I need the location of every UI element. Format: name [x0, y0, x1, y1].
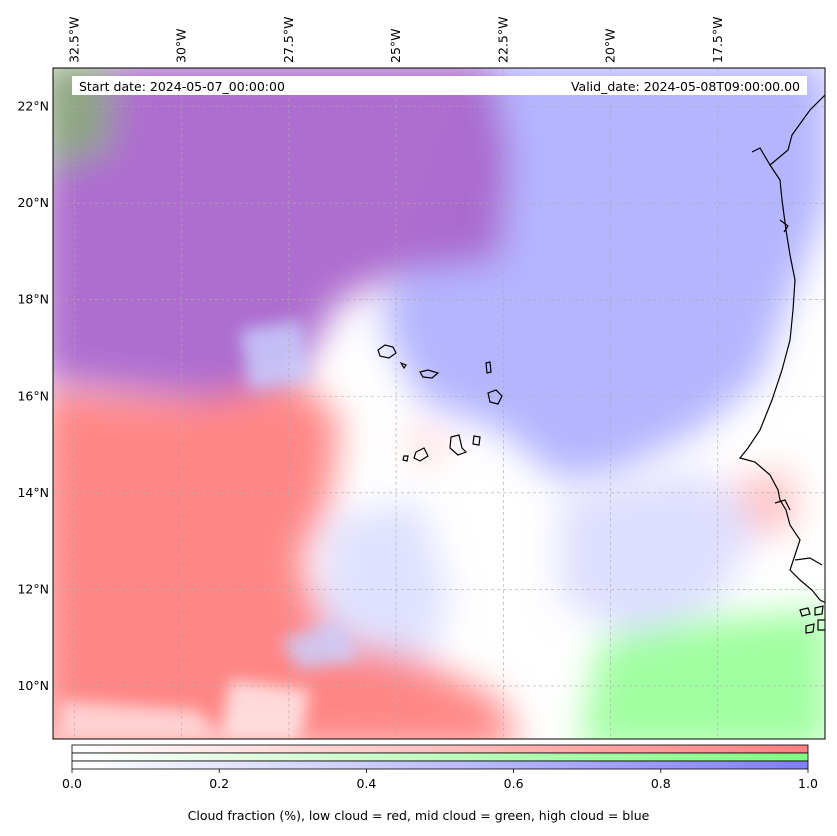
latitude-tick-label: 20°N — [17, 195, 49, 210]
colorbar-low-cloud — [71, 744, 809, 754]
colorbar-tick-label: 0.4 — [356, 776, 376, 791]
longitude-tick-label: 32.5°W — [66, 17, 81, 63]
island-cape-verde — [449, 434, 468, 456]
mid-cloud-region — [582, 610, 825, 739]
island-bijagos — [799, 607, 811, 617]
latitude-labels: 22°N 20°N 18°N 16°N 14°N 12°N 10°N — [17, 99, 49, 693]
island-bijagos — [814, 605, 824, 616]
high-cloud-region — [560, 470, 760, 640]
map-frame — [52, 67, 826, 740]
low-cloud-region — [53, 380, 516, 739]
colorbar-mid-cloud — [71, 752, 809, 762]
latitude-tick-label: 18°N — [17, 292, 49, 307]
gridlines — [53, 68, 825, 739]
overlap-cloud-region — [53, 68, 510, 400]
latitude-tick-label: 16°N — [17, 388, 49, 403]
longitude-labels: 32.5°W 30°W 27.5°W 25°W 22.5°W 20°W 17.5°W — [66, 17, 724, 63]
longitude-tick-label: 30°W — [174, 28, 189, 63]
latitude-tick-label: 14°N — [17, 485, 49, 500]
island-cape-verde — [402, 455, 409, 462]
island-cape-verde — [472, 435, 481, 446]
colorbar-caption: Cloud fraction (%), low cloud = red, mid… — [187, 808, 650, 823]
latitude-tick-label: 12°N — [17, 581, 49, 596]
africa-coastline-north — [751, 147, 771, 166]
longitude-tick-label: 20°W — [603, 28, 618, 63]
low-cloud-region — [410, 430, 450, 460]
island-bijagos — [805, 623, 815, 634]
longitude-tick-label: 17.5°W — [710, 17, 725, 63]
island-cape-verde — [377, 344, 397, 359]
latitude-tick-label: 10°N — [17, 678, 49, 693]
coast-bays — [794, 557, 823, 566]
colorbar-tick-label: 0.0 — [62, 776, 82, 791]
coast-bays — [779, 219, 789, 233]
cloud-field — [53, 68, 825, 739]
island-cape-verde — [487, 389, 503, 405]
coast-bays — [774, 499, 791, 511]
latitude-tick-label: 22°N — [17, 99, 49, 114]
low-cloud-region — [730, 470, 800, 540]
colorbar-tick-label: 0.2 — [209, 776, 229, 791]
longitude-tick-label: 22.5°W — [495, 17, 510, 63]
island-cape-verde — [419, 369, 440, 379]
colorbar-tick-label: 0.6 — [504, 776, 524, 791]
start-date-label: Start date: 2024-05-07_00:00:00 — [79, 79, 285, 94]
island-cape-verde — [485, 361, 492, 374]
colorbar: 0.0 0.2 0.4 0.6 0.8 1.0 — [62, 744, 818, 791]
date-banner — [72, 76, 807, 95]
island-cape-verde — [413, 447, 429, 462]
island-bijagos — [817, 619, 825, 631]
colorbar-tick-label: 0.8 — [651, 776, 671, 791]
valid-date-label: Valid_date: 2024-05-08T09:00:00.00 — [571, 79, 800, 94]
high-cloud-region — [320, 500, 450, 690]
colorbar-high-cloud — [71, 760, 809, 770]
island-cape-verde — [399, 361, 407, 370]
longitude-tick-label: 27.5°W — [281, 17, 296, 63]
coastlines — [377, 91, 825, 634]
colorbar-tick-label: 1.0 — [798, 776, 818, 791]
longitude-tick-label: 25°W — [388, 28, 403, 63]
